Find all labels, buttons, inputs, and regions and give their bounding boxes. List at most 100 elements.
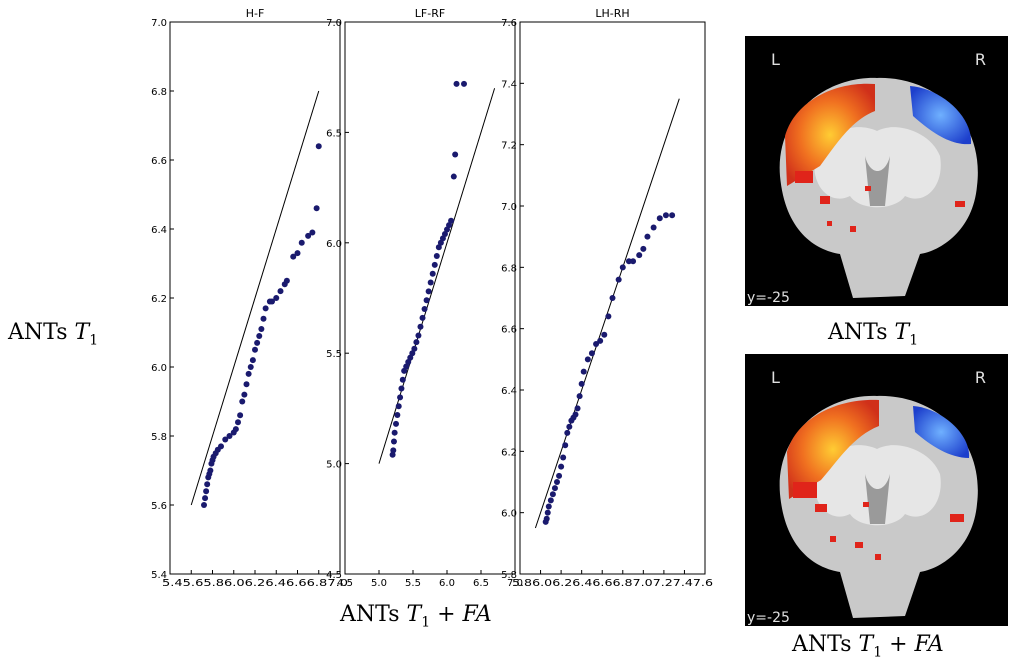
data-point <box>433 253 440 260</box>
plot-frame <box>344 21 516 575</box>
data-point <box>391 429 398 436</box>
data-point <box>305 232 312 239</box>
data-point <box>636 252 643 259</box>
data-point <box>243 381 250 388</box>
data-point <box>630 258 637 265</box>
data-point <box>431 261 438 268</box>
brain-image-bottom: L R y=-25 <box>745 354 1008 626</box>
x-tick-label: 6.5 <box>473 578 489 589</box>
chart-title: H-F <box>246 7 265 20</box>
data-point <box>450 173 457 180</box>
data-point <box>543 515 550 522</box>
data-point <box>260 315 267 322</box>
data-point <box>580 368 587 375</box>
data-point <box>232 426 239 433</box>
data-point <box>544 509 551 516</box>
y-tick-label: 5.8 <box>501 570 517 581</box>
chart-lh-rh: LH-RH5.86.06.26.46.66.87.07.27.47.65.86.… <box>501 7 713 589</box>
data-point <box>609 295 616 301</box>
y-tick-label: 6.5 <box>326 128 342 139</box>
y-tick-label: 7.0 <box>151 18 167 29</box>
x-tick-label: 4.5 <box>337 578 353 589</box>
slice-coordinate: y=-25 <box>747 290 790 306</box>
qq-plots: H-F5.45.65.86.06.26.46.66.87.05.45.65.86… <box>151 7 713 589</box>
data-point <box>313 205 320 212</box>
data-point <box>241 391 248 398</box>
data-point <box>245 370 252 377</box>
y-tick-label: 6.4 <box>501 386 517 397</box>
brain-image-top: L R y=-25 <box>745 36 1008 306</box>
data-point <box>549 491 556 498</box>
y-tick-label: 5.5 <box>326 349 342 360</box>
reference-line <box>534 98 680 529</box>
y-tick-label: 5.4 <box>151 570 167 581</box>
data-point <box>669 212 676 219</box>
data-point <box>256 332 263 339</box>
data-point <box>309 229 316 236</box>
left-hemisphere-label: L <box>771 50 780 69</box>
data-point <box>226 433 233 439</box>
data-point <box>315 143 322 150</box>
data-point <box>572 411 579 418</box>
right-hemisphere-label: R <box>974 50 986 69</box>
data-point <box>283 277 290 284</box>
data-point <box>423 297 430 304</box>
y-tick-label: 6.0 <box>501 509 517 520</box>
reference-line <box>190 90 320 506</box>
y-tick-label: 6.0 <box>151 363 167 374</box>
y-tick-label: 6.8 <box>501 263 517 274</box>
data-point <box>574 405 581 412</box>
data-point <box>258 326 265 333</box>
data-point <box>389 451 396 458</box>
data-point <box>222 436 229 443</box>
x-tick-label: 5.45.65.86.06.26.46.66.87.0 <box>162 578 348 589</box>
data-point <box>390 447 397 454</box>
data-point <box>605 313 612 320</box>
data-point <box>239 398 246 405</box>
data-point <box>393 420 399 427</box>
data-point <box>290 253 297 260</box>
y-tick-label: 7.2 <box>501 141 517 152</box>
data-point <box>564 429 571 436</box>
left-hemisphere-label: L <box>771 368 780 387</box>
data-point <box>584 356 591 363</box>
data-point <box>207 467 214 474</box>
data-point <box>558 463 565 470</box>
reference-line <box>378 88 496 464</box>
y-tick-label: 6.2 <box>501 447 517 458</box>
data-point <box>562 442 569 449</box>
x-tick-label: 5.86.06.26.46.66.87.07.27.47.6 <box>512 578 713 589</box>
data-point <box>204 481 211 488</box>
data-point <box>556 472 563 479</box>
data-point <box>421 306 428 313</box>
brain-top-caption: ANTs T1 <box>828 320 919 349</box>
y-tick-label: 7.0 <box>326 18 342 29</box>
data-point <box>554 479 560 485</box>
data-point <box>202 495 209 502</box>
data-point <box>203 488 210 495</box>
data-point <box>399 376 406 383</box>
data-point <box>662 212 669 219</box>
brain-bottom-caption: ANTs T1 + FA <box>792 632 944 661</box>
data-point <box>593 341 600 347</box>
data-point <box>277 288 284 295</box>
y-tick-label: 4.5 <box>326 570 342 581</box>
data-point <box>201 502 207 508</box>
data-point <box>390 438 397 445</box>
data-point <box>588 350 595 357</box>
data-point <box>237 412 244 419</box>
chart-h-f: H-F5.45.65.86.06.26.46.66.87.05.45.65.86… <box>151 7 348 589</box>
data-point <box>656 215 663 222</box>
right-hemisphere-label: R <box>974 368 986 387</box>
row-label: ANTs T1 <box>8 320 99 349</box>
data-point <box>545 503 552 510</box>
row-label-sub: 1 <box>89 332 99 349</box>
data-point <box>625 258 632 265</box>
data-point <box>644 233 651 240</box>
slice-coordinate: y=-25 <box>747 610 790 626</box>
y-tick-label: 5.6 <box>151 501 167 512</box>
data-point <box>578 380 585 387</box>
data-point <box>395 403 402 410</box>
data-point <box>576 393 583 400</box>
data-point <box>597 337 604 344</box>
